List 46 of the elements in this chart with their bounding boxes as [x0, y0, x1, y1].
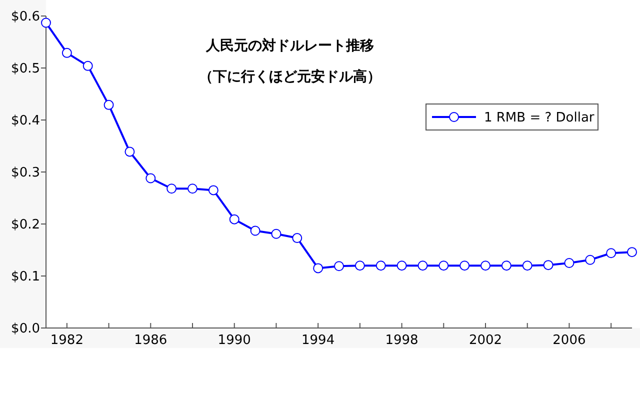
point	[229, 214, 240, 224]
point	[376, 260, 386, 271]
point	[396, 260, 407, 271]
point	[208, 185, 218, 196]
text: （下に行くほど元安ドル高）	[199, 68, 381, 85]
point	[354, 260, 365, 271]
point	[82, 60, 93, 71]
point	[292, 233, 302, 244]
point	[188, 184, 198, 194]
point	[480, 260, 490, 271]
y-tick-label: $0.5	[11, 62, 40, 77]
y-tick-label: $0.1	[11, 270, 40, 285]
point	[585, 254, 596, 265]
point	[438, 260, 449, 271]
point	[166, 184, 177, 194]
text: 人民元の対ドルレート推移	[205, 37, 374, 54]
x-tick-label: 1986	[134, 333, 168, 348]
point	[313, 263, 324, 274]
x-tick-label: 2006	[552, 333, 586, 348]
x-tick-label: 2002	[468, 333, 502, 348]
y-tick-label: $0.2	[11, 218, 40, 233]
legend-label: 1 RMB = ? Dollar	[484, 110, 595, 126]
point	[146, 173, 156, 184]
y-tick-label: $0.6	[11, 10, 40, 25]
y-tick-label: $0.4	[11, 114, 40, 129]
point	[418, 260, 428, 271]
point	[41, 18, 51, 28]
x-tick-label: 1994	[302, 333, 335, 348]
point	[104, 100, 114, 110]
y-tick-label: $0.0	[11, 322, 40, 337]
point	[564, 258, 574, 268]
point	[250, 226, 260, 236]
point	[543, 260, 554, 270]
point	[522, 260, 532, 271]
x-tick-label: 1982	[50, 333, 84, 348]
point	[124, 146, 135, 157]
point	[460, 260, 470, 271]
point	[271, 228, 282, 239]
point	[606, 248, 616, 258]
x-tick-label: 1990	[218, 333, 251, 348]
point	[501, 260, 512, 271]
point	[334, 261, 344, 272]
point	[627, 247, 637, 258]
y-tick-label: $0.3	[11, 166, 40, 181]
x-tick-label: 1998	[385, 333, 418, 348]
point	[62, 48, 72, 58]
